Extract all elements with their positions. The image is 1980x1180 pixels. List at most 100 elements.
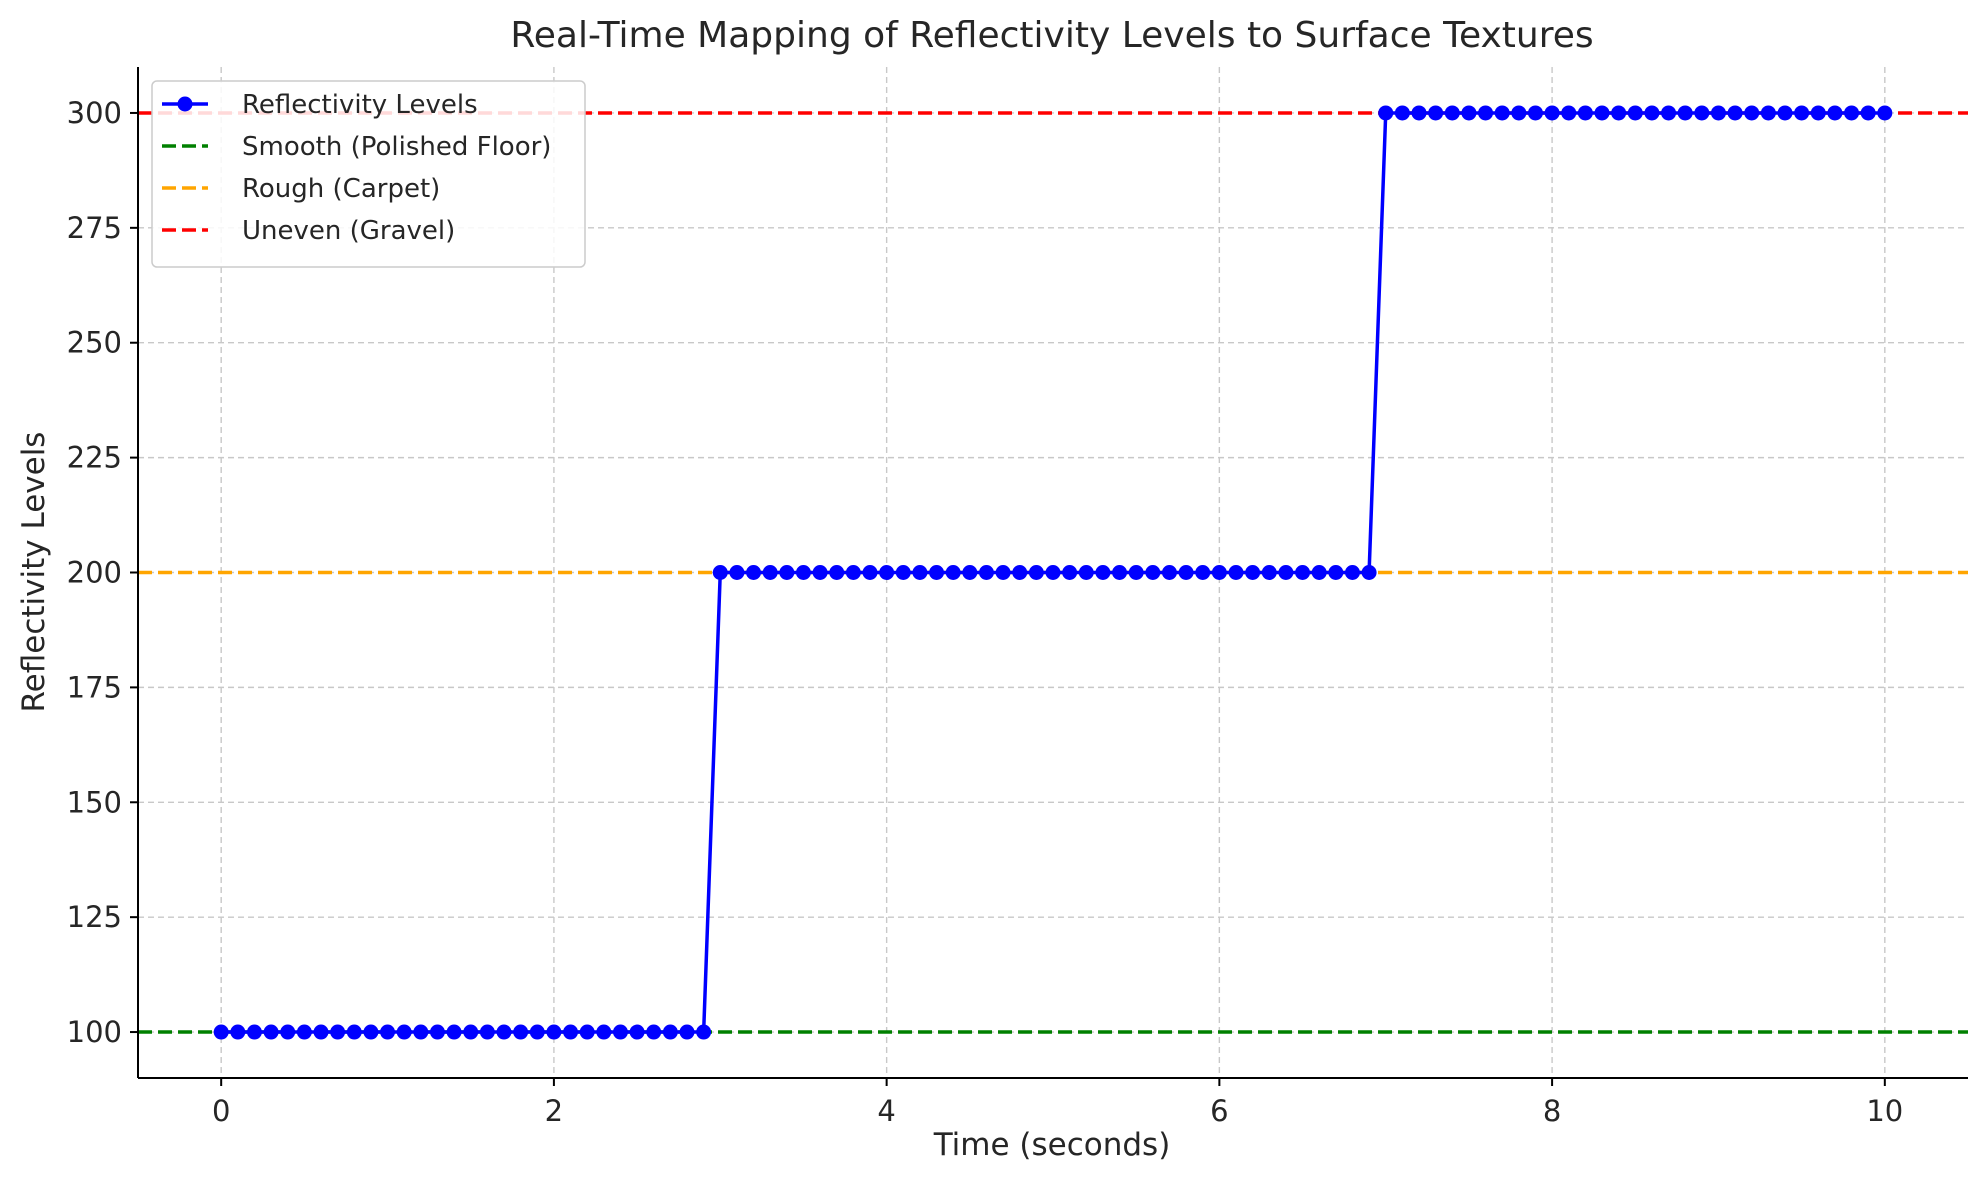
data-point [1062,565,1078,580]
data-point [978,565,994,580]
legend: Reflectivity Levels Smooth (Polished Floo… [151,80,586,268]
ticks: 0 2 4 6 8 10 100 125 150 175 200 225 250 275 300 [67,96,1904,1128]
y-tick-label: 275 [67,211,122,245]
data-point [1045,565,1061,580]
data-point [1261,565,1277,580]
data-point [1860,105,1876,121]
data-point [246,1024,262,1040]
y-tick-label: 100 [67,1015,122,1049]
data-point [1128,565,1144,580]
data-point [879,565,895,580]
x-tick-label: 2 [545,1094,563,1128]
data-point [1394,105,1410,121]
data-point [496,1024,512,1040]
data-point [1661,105,1677,121]
data-point [1794,105,1810,121]
data-point [929,565,945,580]
data-point [829,565,845,580]
y-tick-label: 125 [67,900,122,934]
data-point [662,1024,678,1040]
data-point [1428,105,1444,121]
data-point [1278,565,1294,580]
data-point [1112,565,1128,580]
y-tick-label: 250 [67,326,122,360]
data-point [912,565,928,580]
data-point [263,1024,279,1040]
data-point [1777,105,1793,121]
data-point [712,565,728,580]
data-point [1744,105,1760,121]
data-point [1710,105,1726,121]
y-tick-label: 225 [67,441,122,475]
data-point [1378,105,1394,121]
data-point [213,1024,229,1040]
data-point [1511,105,1527,121]
data-point [1078,565,1094,580]
data-point [313,1024,329,1040]
y-tick-label: 150 [67,785,122,819]
data-point [1012,565,1028,580]
data-point [363,1024,379,1040]
x-tick-label: 8 [1543,1094,1561,1128]
data-point [779,565,795,580]
data-point [1361,565,1377,580]
data-point [995,565,1011,580]
data-point [1544,105,1560,121]
data-point [396,1024,412,1040]
data-point [1760,105,1776,121]
data-point [812,565,828,580]
data-point [1494,105,1510,121]
data-point [1611,105,1627,121]
x-axis-label: Time (seconds) [933,1127,1171,1163]
data-point [1694,105,1710,121]
legend-label: Uneven (Gravel) [242,216,455,246]
data-point [1561,105,1577,121]
x-tick-label: 4 [877,1094,895,1128]
data-point [429,1024,445,1040]
data-point [1810,105,1826,121]
data-point [296,1024,312,1040]
y-tick-label: 200 [67,556,122,590]
data-point [862,565,878,580]
data-point [1677,105,1693,121]
data-point [596,1024,612,1040]
legend-label: Rough (Carpet) [242,174,440,204]
data-point [513,1024,529,1040]
data-point [579,1024,595,1040]
data-point [1577,105,1593,121]
data-point [280,1024,296,1040]
data-point [1877,105,1893,121]
legend-marker [177,96,193,112]
data-point [895,565,911,580]
data-point [1827,105,1843,121]
data-point [629,1024,645,1040]
legend-box [151,80,586,268]
data-point [1228,565,1244,580]
data-point [446,1024,462,1040]
y-axis-label: Reflectivity Levels [16,432,52,713]
data-point [762,565,778,580]
data-point [696,1024,712,1040]
data-point [729,565,745,580]
data-point [945,565,961,580]
data-point [1211,565,1227,580]
data-point [1245,565,1261,580]
y-tick-label: 175 [67,670,122,704]
data-point [612,1024,628,1040]
data-point [1527,105,1543,121]
data-point [230,1024,246,1040]
data-point [962,565,978,580]
y-tick-label: 300 [67,96,122,130]
data-point [746,565,762,580]
data-point [845,565,861,580]
data-point [1145,565,1161,580]
data-point [413,1024,429,1040]
x-tick-label: 6 [1210,1094,1228,1128]
chart-title: Real-Time Mapping of Reflectivity Levels… [510,15,1593,56]
data-point [1328,565,1344,580]
data-point [1295,565,1311,580]
data-point [1461,105,1477,121]
data-point [330,1024,346,1040]
data-point [646,1024,662,1040]
